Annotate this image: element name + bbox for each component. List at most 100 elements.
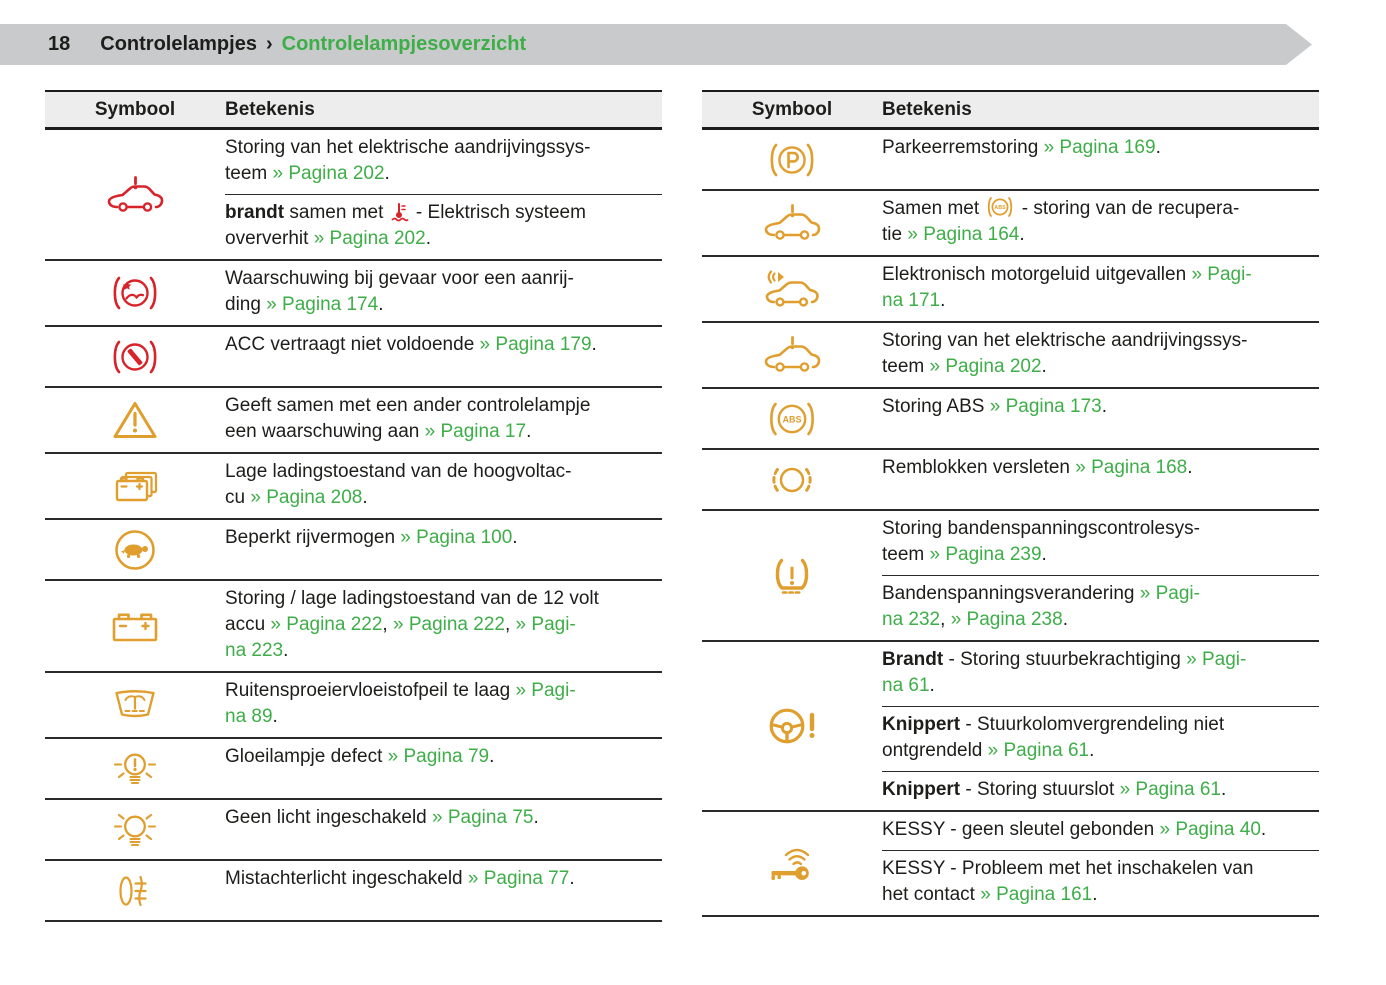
svg-text:ABS: ABS	[995, 205, 1007, 211]
meaning-cell: KESSY - Probleem met het inschakelen van…	[882, 850, 1319, 915]
page-link[interactable]: » Pagina 202	[929, 356, 1042, 377]
meaning-cell: Knippert - Storing stuurslot » Pagina 61…	[882, 771, 1319, 810]
meaning-cell-group: Brandt - Storing stuurbekrachtiging » Pa…	[882, 642, 1319, 810]
meaning-cell: Storing van het elektrische aandrijvings…	[225, 130, 662, 194]
text-segment: .	[1260, 819, 1267, 840]
battery-12v-icon	[111, 609, 159, 643]
table-row: Samen met ABS - storing van de recupera-…	[702, 191, 1319, 257]
meaning-cell: Knippert - Stuurkolomvergrendeling niet …	[882, 706, 1319, 771]
page-link[interactable]: » Pagina 174	[266, 294, 379, 315]
text-segment: Knippert	[882, 779, 961, 800]
symbol-cell	[702, 130, 882, 189]
warning-triangle-icon	[112, 400, 158, 440]
text-segment: Storing van het elektrische aandrijvings…	[882, 330, 1248, 377]
symbol-cell	[45, 520, 225, 579]
page-link[interactable]: » Pagina 222	[270, 614, 383, 635]
table-row: Remblokken versleten » Pagina 168.	[702, 450, 1319, 511]
meaning-cell-group: Storing van het elektrische aandrijvings…	[225, 130, 662, 259]
page-header-bar: 18 Controlelampjes › Controlelampjesover…	[0, 24, 1312, 65]
meaning-cell-group: Remblokken versleten » Pagina 168.	[882, 450, 1319, 509]
page-link[interactable]: » Pagina 61	[987, 740, 1090, 761]
page-link[interactable]: » Pagina 75	[432, 807, 534, 828]
meaning-cell-group: Samen met ABS - storing van de recupera-…	[882, 191, 1319, 255]
text-segment: ,	[940, 609, 951, 630]
table-row: Storing / lage ladingstoestand van de 12…	[45, 581, 662, 673]
page-link[interactable]: » Pagina 100	[400, 527, 513, 548]
reduced-power-turtle-icon	[113, 528, 157, 572]
symbol-cell	[45, 327, 225, 386]
symbol-cell	[45, 130, 225, 259]
brake-pads-icon	[768, 462, 816, 498]
page-link[interactable]: » Pagi- na 89	[225, 680, 576, 727]
page-link[interactable]: » Pagina 179	[479, 334, 592, 355]
meaning-cell-group: Parkeerremstoring » Pagina 169.	[882, 130, 1319, 189]
page-link[interactable]: » Pagina 164	[907, 224, 1020, 245]
text-segment: Remblokken versleten	[882, 457, 1076, 478]
page-link[interactable]: » Pagina 239	[929, 544, 1042, 565]
rear-fog-light-icon	[114, 872, 156, 910]
text-segment: Geen licht ingeschakeld	[225, 807, 433, 828]
meaning-cell: ACC vertraagt niet voldoende » Pagina 17…	[225, 327, 662, 386]
meaning-cell-group: Mistachterlicht ingeschakeld » Pagina 77…	[225, 861, 662, 920]
text-segment: .	[1041, 544, 1047, 565]
symbol-cell: ABS	[702, 389, 882, 448]
coolant-temp-icon	[391, 202, 409, 222]
page-link[interactable]: » Pagina 238	[950, 609, 1063, 630]
table-row: Geen licht ingeschakeld » Pagina 75.	[45, 800, 662, 861]
meaning-cell: Geen licht ingeschakeld » Pagina 75.	[225, 800, 662, 859]
meaning-cell: Mistachterlicht ingeschakeld » Pagina 77…	[225, 861, 662, 920]
text-segment: .	[533, 807, 539, 828]
text-segment: .	[378, 294, 384, 315]
text-segment: .	[1187, 457, 1193, 478]
text-segment: .	[272, 706, 278, 727]
page-link[interactable]: » Pagina 61	[1119, 779, 1221, 800]
ev-car-warning-icon	[106, 175, 164, 215]
column-header-betekenis: Betekenis	[225, 98, 315, 120]
page-link[interactable]: » Pagina 202	[272, 163, 385, 184]
column-header-betekenis: Betekenis	[882, 98, 972, 120]
meaning-cell: Beperkt rijvermogen » Pagina 100.	[225, 520, 662, 579]
table-row: Mistachterlicht ingeschakeld » Pagina 77…	[45, 861, 662, 922]
page-link[interactable]: » Pagi- na 232	[882, 583, 1200, 630]
meaning-cell: Storing bandenspanningscontrolesys- teem…	[882, 511, 1319, 575]
meaning-cell: Samen met ABS - storing van de recupera-…	[882, 191, 1319, 255]
text-segment: Elektronisch motorgeluid uitgevallen	[882, 264, 1192, 285]
table-header: Symbool Betekenis	[702, 90, 1319, 130]
meaning-cell: Bandenspanningsverandering » Pagi- na 23…	[882, 575, 1319, 640]
symbol-cell	[702, 191, 882, 255]
page-link[interactable]: » Pagina 79	[387, 746, 490, 767]
text-segment: .	[1041, 356, 1047, 377]
page-link[interactable]: » Pagina 202	[313, 228, 426, 249]
page-link[interactable]: » Pagina 208	[250, 487, 363, 508]
page-link[interactable]: » Pagina 169	[1043, 137, 1156, 158]
meaning-cell: Gloeilampje defect » Pagina 79.	[225, 739, 662, 798]
meaning-cell-group: Geen licht ingeschakeld » Pagina 75.	[225, 800, 662, 859]
text-segment: .	[591, 334, 597, 355]
symbol-cell	[702, 642, 882, 810]
page-link[interactable]: » Pagina 17	[424, 421, 527, 442]
table-row: Brandt - Storing stuurbekrachtiging » Pa…	[702, 642, 1319, 812]
page-link[interactable]: » Pagina 173	[989, 396, 1102, 417]
page-link[interactable]: » Pagi- na 223	[225, 614, 576, 661]
table-header: Symbool Betekenis	[45, 90, 662, 130]
page-link[interactable]: » Pagina 77	[467, 868, 570, 889]
symbol-cell	[45, 800, 225, 859]
table-row: Storing van het elektrische aandrijvings…	[45, 130, 662, 261]
table-row: ABS Storing ABS » Pagina 173.	[702, 389, 1319, 450]
meaning-cell: Ruitensproeiervloeistofpeil te laag » Pa…	[225, 673, 662, 737]
meaning-cell-group: Waarschuwing bij gevaar voor een aanrij-…	[225, 261, 662, 325]
page-link[interactable]: » Pagina 161	[980, 884, 1093, 905]
text-segment: Storing van het elektrische aandrijvings…	[225, 137, 591, 184]
text-segment: ,	[382, 614, 393, 635]
page-link[interactable]: » Pagina 222	[392, 614, 505, 635]
page-link[interactable]: » Pagi- na 171	[882, 264, 1252, 311]
page-link[interactable]: » Pagi- na 61	[882, 649, 1247, 696]
text-segment: .	[489, 746, 495, 767]
text-segment: .	[929, 675, 935, 696]
text-segment: KESSY - Probleem met het inschakelen van…	[882, 858, 1254, 905]
page-link[interactable]: » Pagina 168	[1075, 457, 1188, 478]
page-link[interactable]: » Pagina 40	[1159, 819, 1261, 840]
abs-small-icon: ABS	[986, 196, 1014, 218]
meaning-cell-group: ACC vertraagt niet voldoende » Pagina 17…	[225, 327, 662, 386]
